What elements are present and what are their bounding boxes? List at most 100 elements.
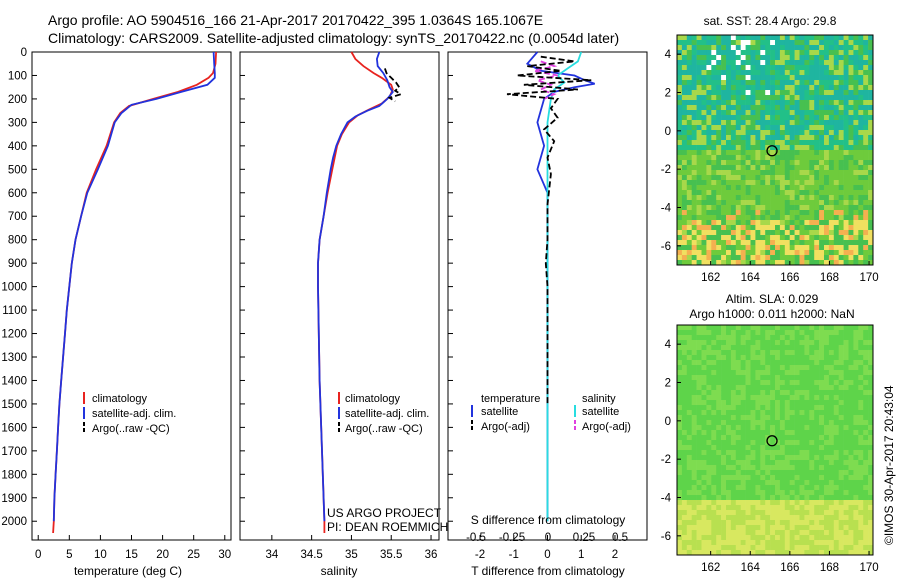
map-cell [784, 530, 790, 536]
map-cell [843, 135, 849, 141]
map-cell [824, 465, 830, 471]
map-cell [828, 380, 835, 386]
map-cell [804, 210, 810, 216]
map-cell [740, 75, 746, 81]
map-cell [711, 105, 717, 111]
map-cell [843, 125, 849, 131]
map-cell [716, 180, 722, 186]
map-cell [863, 360, 869, 366]
map-cell [740, 465, 746, 471]
map-cell [838, 230, 844, 236]
map-cell [696, 125, 702, 131]
map-cell [868, 405, 874, 411]
map-cell [770, 365, 776, 371]
map-cell [868, 65, 874, 71]
map-cell [765, 345, 771, 351]
map-cell [681, 230, 688, 236]
map-cell [858, 405, 864, 411]
map-cell [779, 70, 786, 76]
map-cell [691, 460, 697, 466]
map-cell [853, 410, 859, 416]
map-cell [828, 120, 835, 126]
map-cell [838, 110, 844, 116]
map-cell [775, 545, 781, 551]
map-cell [706, 510, 712, 516]
map-cell [681, 415, 688, 421]
map-cell [765, 160, 771, 166]
map-cell [824, 65, 830, 71]
map-cell [779, 245, 786, 251]
map-cell [828, 500, 835, 506]
map-cell [686, 105, 692, 111]
map-cell [750, 450, 756, 456]
map-cell [799, 75, 805, 81]
map-cell [789, 200, 795, 206]
map-cell [775, 60, 781, 66]
map-cell [765, 520, 771, 526]
map-cell [868, 490, 874, 496]
map-cell [853, 250, 859, 256]
map-cell [735, 410, 741, 416]
map-cell [789, 235, 795, 241]
map-cell [833, 145, 839, 151]
map-cell [848, 95, 854, 101]
map-cell [809, 135, 815, 141]
map-cell [848, 515, 854, 521]
map-cell [696, 175, 702, 181]
map-cell [765, 425, 771, 431]
map-cell [848, 405, 854, 411]
map-cell [755, 205, 761, 211]
map-cell [843, 370, 849, 376]
map-cell [828, 65, 835, 71]
map-cell [819, 75, 825, 81]
map-cell [843, 335, 849, 341]
map-cell [824, 70, 830, 76]
map-cell [814, 385, 820, 391]
map-cell [701, 35, 707, 41]
map-cell [686, 205, 692, 211]
map-cell [863, 440, 869, 446]
map-cell [828, 550, 835, 556]
map-cell [843, 440, 849, 446]
map-cell [775, 395, 781, 401]
map-cell [863, 435, 869, 441]
map-cell [770, 410, 776, 416]
map-cell [858, 175, 864, 181]
map-cell [794, 190, 800, 196]
map-cell [726, 350, 732, 356]
map-cell [755, 360, 761, 366]
map-cell [784, 200, 790, 206]
credit-pi: PI: DEAN ROEMMICH [327, 520, 448, 534]
map-cell [824, 190, 830, 196]
map-cell [745, 360, 751, 366]
map-cell [819, 125, 825, 131]
map-cell [716, 540, 722, 546]
map-cell [775, 260, 781, 266]
map-cell [740, 505, 746, 511]
map-cell [726, 370, 732, 376]
map-cell [755, 170, 761, 176]
map-cell [750, 155, 756, 161]
map-cell [691, 45, 697, 51]
map-cell [784, 435, 790, 441]
map-cell [828, 540, 835, 546]
map-cell [681, 110, 688, 116]
map-cell [711, 450, 717, 456]
map-cell [863, 105, 869, 111]
map-cell [799, 495, 805, 501]
map-cell [681, 360, 688, 366]
map-cell [843, 35, 849, 41]
map-cell [784, 505, 790, 511]
map-cell [799, 65, 805, 71]
map-cell [828, 185, 835, 191]
map-cell [735, 175, 741, 181]
map-cell [730, 365, 737, 371]
map-cell [770, 220, 776, 226]
map-cell [686, 410, 692, 416]
map-cell [760, 360, 766, 366]
map-cell [779, 375, 786, 381]
map-cell [677, 155, 683, 161]
map-cell [677, 340, 683, 346]
map-cell [794, 470, 800, 476]
map-cell [799, 440, 805, 446]
